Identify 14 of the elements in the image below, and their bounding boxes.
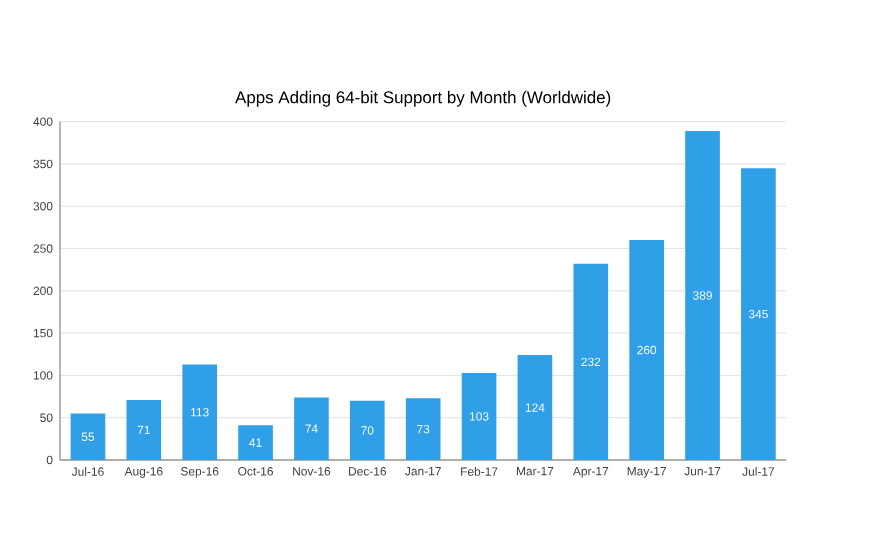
bar xyxy=(182,364,218,460)
bar xyxy=(517,355,553,460)
bar xyxy=(238,425,273,460)
bar xyxy=(294,397,329,460)
bar xyxy=(685,130,720,460)
bar xyxy=(573,263,609,460)
bar xyxy=(741,168,776,460)
bar xyxy=(349,400,385,460)
bar xyxy=(126,399,162,460)
chart-title: Apps Adding 64-bit Support by Month (Worldwide) xyxy=(235,90,611,107)
bar xyxy=(629,240,664,460)
bar xyxy=(70,413,106,460)
bar xyxy=(405,398,441,460)
bar xyxy=(461,372,497,460)
